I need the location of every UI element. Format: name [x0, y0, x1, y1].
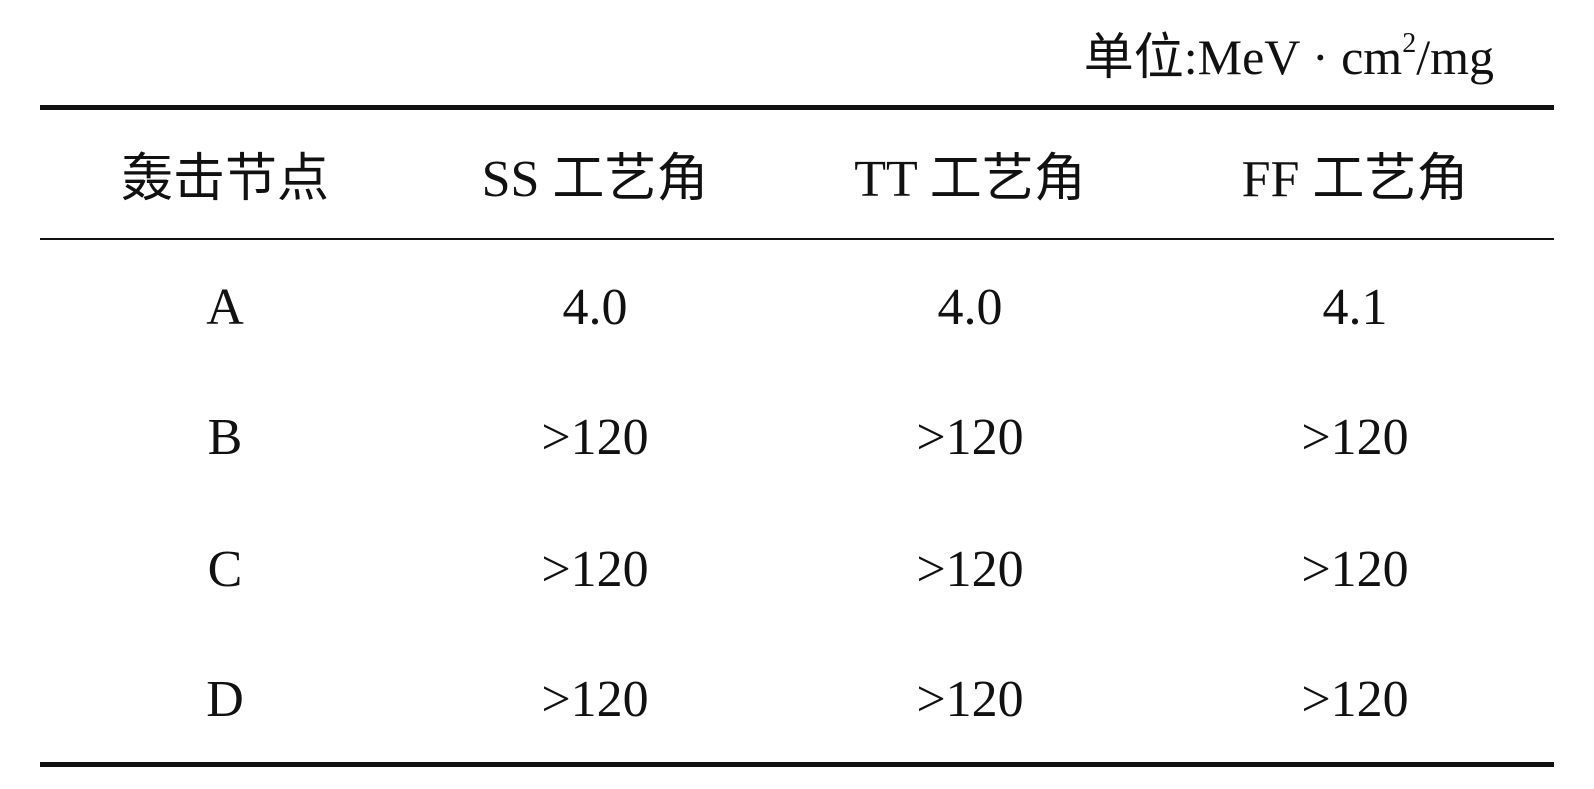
- table-cell: >120: [1301, 409, 1409, 466]
- table-cell: 4.0: [562, 279, 628, 336]
- header-cell: 轰击节点: [120, 151, 329, 208]
- bottom-rule: [40, 762, 1554, 767]
- table-row: C >120 >120 >120: [40, 535, 1554, 605]
- unit-tail: /mg: [1416, 29, 1494, 85]
- table-cell: 4.1: [1322, 279, 1388, 336]
- header-rule: [40, 238, 1554, 240]
- header-cell: SS 工艺角: [481, 151, 709, 208]
- table-cell: B: [207, 409, 243, 466]
- unit-main: MeV · cm: [1197, 29, 1403, 85]
- table-cell: >120: [1301, 541, 1409, 598]
- table-cell: 4.0: [937, 279, 1003, 336]
- table-cell: >120: [541, 541, 649, 598]
- table-cell: >120: [916, 541, 1024, 598]
- header-cell: FF 工艺角: [1241, 151, 1469, 208]
- table-cell: >120: [541, 671, 649, 728]
- table-row: A 4.0 4.0 4.1: [40, 273, 1554, 343]
- table-cell: >120: [916, 409, 1024, 466]
- table-cell: A: [206, 279, 244, 336]
- table-cell: >120: [916, 671, 1024, 728]
- unit-superscript: 2: [1402, 28, 1417, 59]
- table-cell: D: [206, 671, 244, 728]
- table-cell: >120: [541, 409, 649, 466]
- unit-prefix: 单位:: [1083, 29, 1198, 85]
- header-cell: TT 工艺角: [854, 151, 1086, 208]
- table-row: D >120 >120 >120: [40, 665, 1554, 735]
- table-cell: >120: [1301, 671, 1409, 728]
- table-row: B >120 >120 >120: [40, 403, 1554, 473]
- unit-label: 单位:MeV · cm2/mg: [1084, 14, 1494, 87]
- top-rule: [40, 105, 1554, 110]
- header-row: 轰击节点 SS 工艺角 TT 工艺角 FF 工艺角: [40, 145, 1554, 215]
- table-cell: C: [207, 541, 243, 598]
